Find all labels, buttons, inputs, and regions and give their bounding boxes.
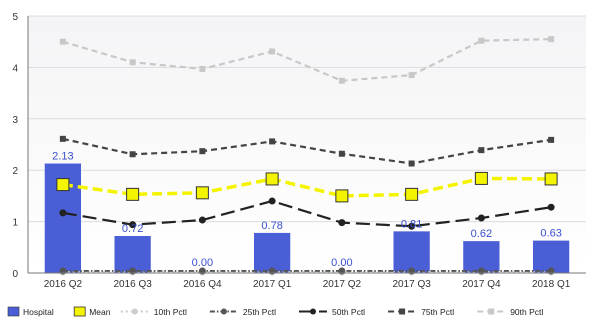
bar-data-label: 0.63 bbox=[540, 228, 561, 240]
legend-swatch bbox=[73, 306, 86, 317]
legend-marker bbox=[131, 308, 138, 315]
marker-mean bbox=[56, 178, 70, 192]
marker-75th-pctl bbox=[269, 138, 276, 145]
x-tick-label: 2017 Q2 bbox=[323, 279, 362, 290]
marker-90th-pctl bbox=[338, 77, 345, 84]
bar-data-label: 0.72 bbox=[122, 223, 143, 235]
legend-label: 50th Pctl bbox=[332, 307, 365, 317]
legend-label: 90th Pctl bbox=[510, 307, 543, 317]
line-50th-pctl bbox=[62, 199, 552, 228]
legend-marker bbox=[488, 308, 495, 315]
legend-item-hospital[interactable]: Hospital bbox=[7, 306, 54, 317]
bar-hospital bbox=[393, 231, 430, 273]
bar-data-label: 0.00 bbox=[331, 257, 352, 269]
legend-item-25th-pctl[interactable]: 25th Pctl bbox=[209, 307, 276, 317]
legend-label: 75th Pctl bbox=[421, 307, 454, 317]
legend-marker bbox=[399, 308, 406, 315]
marker-75th-pctl bbox=[59, 135, 66, 142]
y-tick-label: 1 bbox=[12, 218, 18, 229]
marker-50th-pctl bbox=[198, 216, 206, 224]
bar-data-label: 0.62 bbox=[471, 228, 492, 240]
marker-50th-pctl bbox=[338, 219, 346, 227]
marker-50th-pctl bbox=[129, 221, 137, 229]
marker-90th-pctl bbox=[199, 65, 206, 72]
x-tick-label: 2018 Q1 bbox=[532, 279, 571, 290]
marker-90th-pctl bbox=[548, 36, 555, 43]
lines bbox=[56, 36, 558, 276]
x-tick-label: 2016 Q4 bbox=[183, 279, 222, 290]
marker-50th-pctl bbox=[547, 203, 555, 211]
legend-item-90th-pctl[interactable]: 90th Pctl bbox=[477, 307, 543, 317]
marker-mean bbox=[335, 189, 349, 203]
legend-item-10th-pctl[interactable]: 10th Pctl bbox=[120, 307, 187, 317]
legend-item-mean[interactable]: Mean bbox=[73, 306, 111, 317]
data-labels: 2.13 0.72 0.00 0.78 0.00 0.81 0.62 0.63 bbox=[52, 151, 562, 269]
marker-75th-pctl bbox=[199, 148, 206, 155]
x-tick-label: 2017 Q4 bbox=[462, 279, 501, 290]
legend-item-50th-pctl[interactable]: 50th Pctl bbox=[299, 307, 365, 317]
y-tick-label: 2 bbox=[12, 166, 18, 177]
marker-mean bbox=[265, 172, 279, 186]
bar-data-label: 0.81 bbox=[401, 218, 422, 230]
line-75th-pctl bbox=[62, 137, 552, 165]
marker-mean bbox=[195, 186, 209, 200]
line-90th-pctl bbox=[62, 38, 552, 82]
marker-90th-pctl bbox=[59, 38, 66, 45]
marker-90th-pctl bbox=[478, 37, 485, 44]
legend-swatch bbox=[7, 306, 20, 317]
marker-90th-pctl bbox=[129, 59, 136, 66]
marker-50th-pctl bbox=[408, 222, 416, 230]
marker-50th-pctl bbox=[477, 214, 485, 222]
marker-75th-pctl bbox=[338, 150, 345, 157]
legend-marker bbox=[220, 308, 227, 315]
bar-data-label: 0.00 bbox=[192, 257, 213, 269]
y-tick-label: 4 bbox=[12, 63, 18, 74]
x-tick-label: 2017 Q1 bbox=[253, 279, 292, 290]
bar-data-label: 2.13 bbox=[52, 151, 73, 163]
bar-data-label: 0.78 bbox=[261, 220, 282, 232]
marker-75th-pctl bbox=[478, 147, 485, 154]
legend-label: 25th Pctl bbox=[243, 307, 276, 317]
marker-mean bbox=[544, 172, 558, 186]
marker-50th-pctl bbox=[268, 197, 276, 205]
line-mean bbox=[62, 176, 552, 198]
y-tick-label: 3 bbox=[12, 115, 18, 126]
marker-90th-pctl bbox=[408, 72, 415, 79]
x-tick-label: 2016 Q2 bbox=[44, 279, 83, 290]
y-tick-label: 5 bbox=[12, 12, 18, 23]
marker-75th-pctl bbox=[408, 160, 415, 167]
legend-item-75th-pctl[interactable]: 75th Pctl bbox=[388, 307, 454, 317]
marker-mean bbox=[405, 187, 419, 201]
marker-50th-pctl bbox=[59, 209, 67, 217]
marker-mean bbox=[126, 187, 140, 201]
bar-hospital bbox=[114, 235, 151, 273]
y-tick-label: 0 bbox=[12, 269, 18, 280]
plot-background bbox=[28, 16, 586, 273]
legend-marker bbox=[310, 308, 316, 315]
x-tick-label: 2017 Q3 bbox=[392, 279, 431, 290]
legend-label: Hospital bbox=[23, 307, 54, 317]
legend-label: 10th Pctl bbox=[154, 307, 187, 317]
marker-mean bbox=[474, 171, 488, 185]
legend-label: Mean bbox=[89, 307, 111, 317]
bar-hospital bbox=[253, 232, 291, 273]
axes: 0 1 2 3 4 5 2016 Q2 2016 Q3 2016 Q4 2017 Q1 2017 Q… bbox=[12, 12, 586, 290]
marker-75th-pctl bbox=[129, 151, 136, 158]
marker-75th-pctl bbox=[548, 136, 555, 143]
legend: Hospital Mean 10th Pctl 25th Pctl 50th Pctl 7… bbox=[7, 306, 543, 317]
x-tick-label: 2016 Q3 bbox=[113, 279, 152, 290]
marker-90th-pctl bbox=[269, 48, 276, 55]
